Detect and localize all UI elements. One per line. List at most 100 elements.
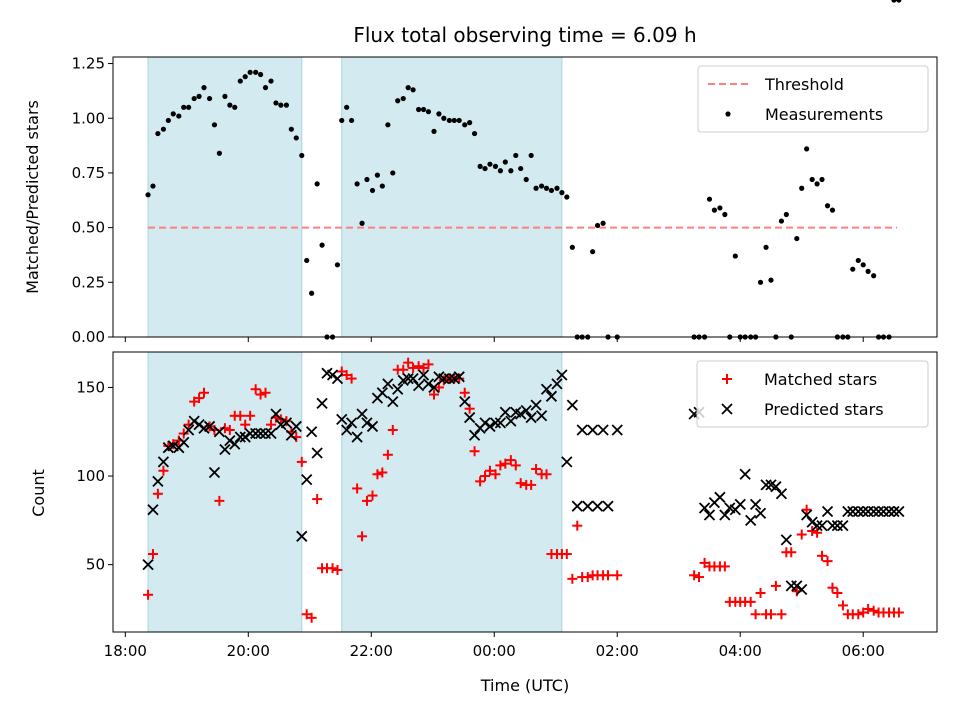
measurement-point: [405, 85, 411, 91]
matched-star-marker: [199, 387, 210, 398]
predicted-star-marker: [760, 479, 772, 491]
predicted-star-marker: [520, 404, 532, 417]
predicted-star-marker: [290, 420, 302, 433]
predicted-star-marker: [566, 399, 578, 411]
measurement-point: [288, 126, 294, 132]
measurement-point: [222, 93, 228, 99]
matched-star-marker: [612, 570, 623, 581]
matched-star-marker: [275, 414, 286, 425]
matched-star-marker: [603, 570, 614, 581]
predicted-star-marker: [826, 520, 839, 532]
y-tick-label: 150: [76, 378, 105, 396]
marker-stroke: [888, 505, 900, 518]
measurement-point: [348, 117, 355, 124]
predicted-star-marker: [530, 399, 542, 411]
measurement-point: [410, 87, 416, 93]
predicted-star-marker: [468, 429, 481, 441]
marker-stroke: [422, 378, 435, 390]
marker-stroke: [459, 395, 471, 408]
marker-stroke: [224, 434, 236, 447]
bottom-y-axis-label: Count: [29, 469, 48, 517]
measurement-point: [431, 128, 437, 134]
measurement-point: [482, 165, 488, 172]
marker-stroke: [791, 580, 803, 592]
measurement-point: [299, 152, 305, 159]
measurement-point: [804, 146, 810, 152]
marker-stroke: [816, 520, 828, 532]
predicted-star-marker: [888, 505, 900, 518]
matched-star-marker: [143, 589, 154, 600]
matched-star-marker: [786, 547, 797, 558]
measurement-point: [492, 163, 499, 169]
predicted-star-marker: [535, 410, 548, 422]
measurement-point: [799, 185, 805, 191]
marker-stroke: [760, 479, 772, 491]
predicted-star-marker: [254, 427, 267, 440]
matched-star-marker: [475, 476, 486, 487]
marker-stroke: [561, 456, 573, 468]
predicted-star-marker: [382, 378, 394, 390]
matched-star-marker: [490, 469, 501, 480]
measurement-point: [257, 71, 264, 78]
marker-stroke: [331, 372, 344, 385]
matched-star-marker: [306, 612, 317, 623]
marker-stroke: [739, 468, 751, 480]
predicted-star-marker: [877, 505, 890, 518]
predicted-star-marker: [142, 559, 154, 571]
legend-box: [696, 360, 929, 428]
measurement-point: [819, 176, 825, 183]
matched-star-marker: [770, 580, 781, 591]
marker-stroke: [754, 507, 767, 519]
marker-stroke: [428, 381, 440, 394]
marker-stroke: [505, 415, 517, 427]
measurement-point: [518, 165, 524, 172]
marker-stroke: [382, 378, 394, 390]
matched-star-marker: [428, 389, 439, 400]
matched-star-marker: [250, 384, 261, 395]
y-tick-label: 1.00: [72, 109, 105, 127]
measurement-point: [206, 95, 213, 102]
predicted-star-marker: [417, 369, 430, 381]
measurement-point: [533, 185, 539, 191]
matched-star-marker: [459, 387, 470, 398]
marker-stroke: [571, 500, 583, 512]
predicted-star-marker: [714, 491, 726, 503]
legend-entry-label: Threshold: [764, 75, 844, 94]
matched-star-marker: [495, 460, 506, 471]
measurement-point: [374, 172, 381, 178]
predicted-star-marker: [754, 507, 767, 519]
marker-stroke: [484, 420, 496, 433]
matched-star-marker: [158, 465, 169, 476]
marker-stroke: [250, 427, 262, 440]
matched-star-marker: [853, 609, 864, 620]
marker-stroke: [811, 520, 823, 532]
marker-stroke: [510, 406, 522, 418]
measurement-point: [354, 181, 360, 187]
measurement-point: [278, 102, 284, 108]
predicted-star-marker: [250, 427, 262, 440]
measurement-point: [539, 183, 545, 189]
marker-stroke: [356, 408, 368, 420]
matched-star-marker: [694, 572, 705, 583]
measurement-point: [242, 74, 248, 80]
predicted-star-marker: [868, 505, 880, 518]
measurement-point: [462, 122, 468, 128]
marker-stroke: [239, 431, 251, 443]
measurement-point: [441, 115, 447, 121]
predicted-star-marker: [341, 424, 353, 436]
predicted-star-marker: [366, 420, 379, 433]
predicted-star-marker: [484, 420, 496, 433]
measurement-point: [594, 222, 601, 229]
matched-star-marker: [480, 471, 491, 482]
predicted-star-marker: [597, 424, 609, 436]
marker-stroke: [745, 514, 757, 526]
predicted-star-marker: [296, 530, 308, 542]
marker-stroke: [321, 367, 333, 379]
measurement-point: [865, 268, 871, 274]
predicted-star-marker: [780, 534, 792, 546]
marker-stroke: [883, 505, 895, 518]
predicted-star-marker: [505, 415, 517, 427]
predicted-star-marker: [775, 488, 788, 500]
y-tick-label: 50: [86, 556, 105, 574]
marker-stroke: [800, 509, 813, 521]
